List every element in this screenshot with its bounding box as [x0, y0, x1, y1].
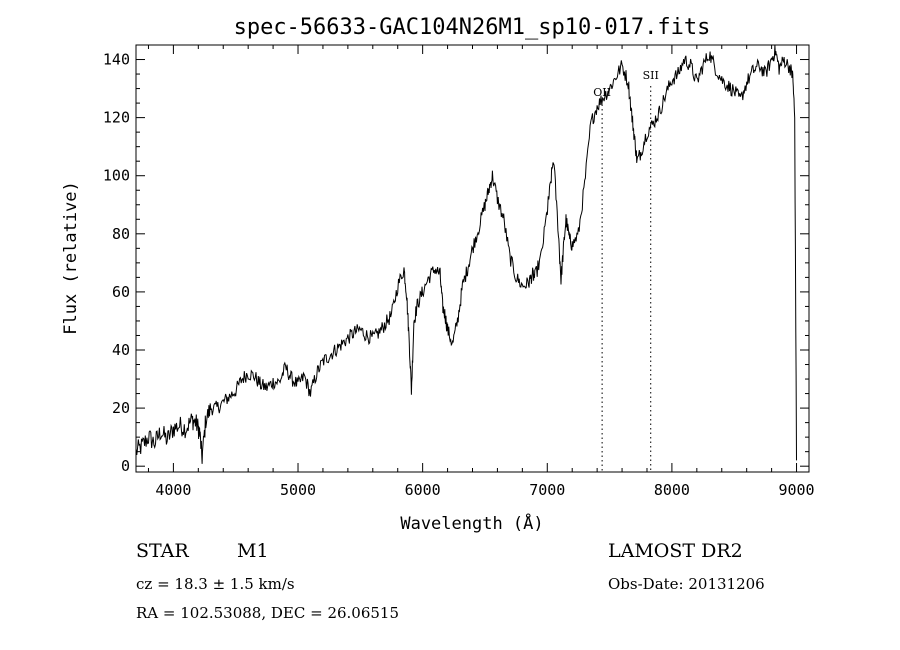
redshift-cz: cz = 18.3 ± 1.5 km/s — [136, 575, 295, 593]
y-axis: 0 20 40 60 80 100 120 140 — [103, 44, 809, 475]
y-tick-label: 80 — [112, 225, 130, 243]
object-class: STAR — [136, 540, 189, 562]
x-tick-label: 7000 — [529, 481, 565, 499]
ra-dec-coordinates: RA = 102.53088, DEC = 26.06515 — [136, 604, 400, 622]
x-axis: 4000 5000 6000 7000 8000 9000 — [147, 45, 815, 499]
observation-date: Obs-Date: 20131206 — [608, 575, 765, 593]
y-tick-label: 40 — [112, 341, 130, 359]
y-axis-label: Flux (relative) — [61, 181, 81, 335]
object-subclass: M1 — [237, 540, 269, 562]
x-tick-label: 9000 — [778, 481, 814, 499]
y-tick-label: 0 — [121, 457, 130, 475]
spectrum-chart: spec-56633-GAC104N26M1_sp10-017.fits 400… — [61, 15, 815, 534]
y-tick-label: 120 — [103, 109, 130, 127]
chart-title: spec-56633-GAC104N26M1_sp10-017.fits — [234, 15, 711, 40]
y-tick-label: 60 — [112, 283, 130, 301]
plot-frame — [135, 44, 810, 473]
y-tick-label: 140 — [103, 51, 130, 69]
y-tick-label: 20 — [112, 399, 130, 417]
y-tick-label: 100 — [103, 167, 130, 185]
x-axis-label: Wavelength (Å) — [400, 512, 543, 534]
x-tick-label: 6000 — [405, 481, 441, 499]
x-tick-label: 5000 — [280, 481, 316, 499]
x-tick-label: 8000 — [654, 481, 690, 499]
spectrum-line — [135, 44, 797, 464]
spectral-line-label: SII — [643, 69, 659, 82]
x-tick-label: 4000 — [155, 481, 191, 499]
survey-name: LAMOST DR2 — [608, 540, 743, 562]
